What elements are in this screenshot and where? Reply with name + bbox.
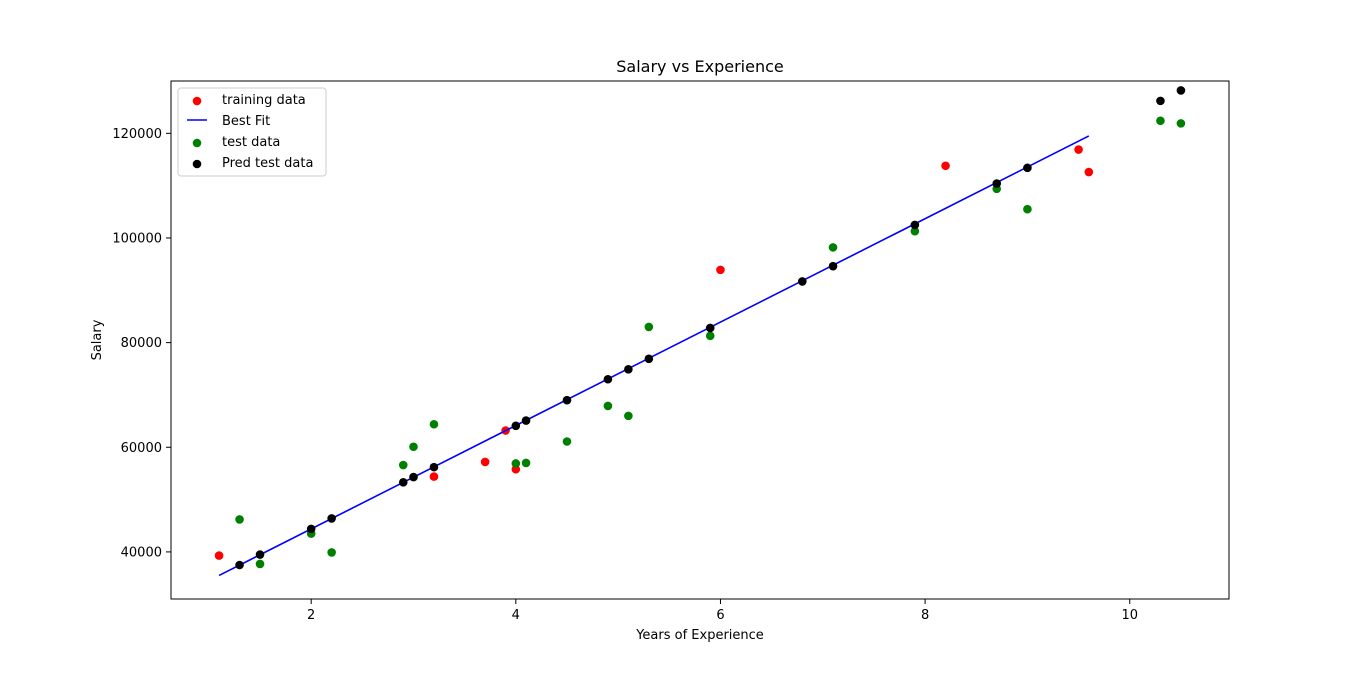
point-pred-test-data [522,416,531,425]
point-pred-test-data [399,478,408,487]
point-test-data [829,243,838,252]
point-pred-test-data [430,463,439,472]
point-pred-test-data [256,550,265,559]
point-training-data [1074,145,1083,154]
point-test-data [256,560,265,569]
x-tick-label: 8 [921,608,929,623]
point-training-data [941,161,950,170]
point-test-data [522,459,531,468]
x-tick-label: 2 [307,608,315,623]
legend-marker-swatch [193,139,202,148]
y-tick-label: 40000 [121,545,162,560]
point-pred-test-data [235,561,244,570]
legend-label: Pred test data [222,156,313,171]
y-tick-label: 60000 [121,441,162,456]
point-pred-test-data [992,179,1001,188]
point-training-data [215,551,224,560]
point-test-data [327,548,336,557]
chart-title: Salary vs Experience [616,57,783,76]
x-tick-label: 10 [1121,608,1138,623]
point-pred-test-data [512,422,521,431]
point-pred-test-data [409,473,418,482]
point-test-data [645,323,654,332]
point-training-data [716,266,725,275]
y-axis-label: Salary [90,319,105,360]
point-pred-test-data [307,525,316,534]
point-test-data [1177,119,1186,128]
y-tick-label: 80000 [121,336,162,351]
point-test-data [235,515,244,524]
point-test-data [1156,116,1165,125]
point-test-data [409,442,418,451]
legend-label: Best Fit [222,114,270,129]
point-test-data [512,459,521,468]
x-tick-label: 4 [512,608,520,623]
x-tick-label: 6 [716,608,724,623]
legend-marker-swatch [193,97,202,106]
point-pred-test-data [1156,97,1165,106]
point-pred-test-data [563,396,572,405]
point-test-data [604,402,613,411]
point-test-data [563,437,572,446]
x-axis-label: Years of Experience [635,628,764,643]
point-pred-test-data [604,375,613,384]
point-pred-test-data [624,365,633,374]
point-test-data [399,461,408,470]
point-training-data [481,458,490,467]
legend: training data Best Fit test data Pred test … [178,88,326,176]
point-pred-test-data [1177,86,1186,95]
point-pred-test-data [911,221,920,230]
y-tick-label: 100000 [112,231,162,246]
point-pred-test-data [327,514,336,523]
legend-label: test data [222,135,280,150]
point-pred-test-data [645,355,654,364]
y-tick-label: 120000 [112,127,162,142]
point-pred-test-data [706,324,715,333]
point-pred-test-data [829,262,838,271]
point-test-data [706,332,715,341]
legend-marker-swatch [193,160,202,169]
point-test-data [624,412,633,421]
legend-label: training data [222,93,306,108]
point-training-data [1085,168,1094,177]
point-test-data [1023,205,1032,214]
point-pred-test-data [798,277,807,286]
point-pred-test-data [1023,164,1032,173]
point-training-data [430,472,439,481]
point-test-data [430,420,439,429]
